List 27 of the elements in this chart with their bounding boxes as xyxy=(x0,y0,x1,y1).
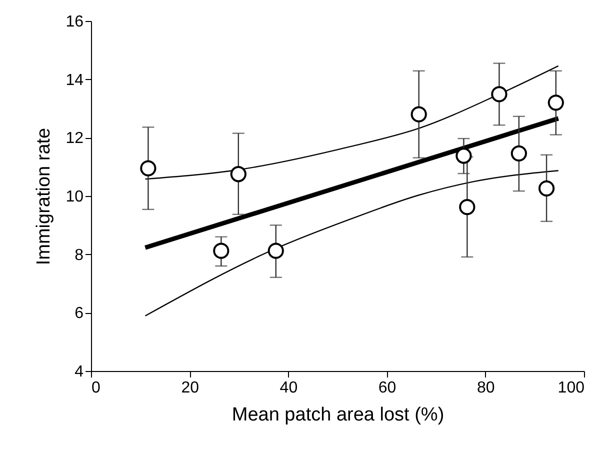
y-tick-label: 14 xyxy=(66,72,84,89)
y-axis-title: Immigration rate xyxy=(34,128,55,266)
x-axis-title: Mean patch area lost (%) xyxy=(232,404,444,426)
x-tick-label: 0 xyxy=(92,380,100,396)
point xyxy=(548,94,564,111)
point xyxy=(230,166,246,182)
point xyxy=(410,106,427,122)
point xyxy=(213,242,230,259)
y-tick-label: 16 xyxy=(66,14,84,30)
point xyxy=(459,199,476,216)
point xyxy=(491,86,508,102)
x-tick-label: 60 xyxy=(378,380,396,396)
point xyxy=(456,148,472,164)
point xyxy=(140,160,156,176)
y-tick-label: 10 xyxy=(66,188,84,206)
x-tick-label: 100 xyxy=(558,380,585,396)
y-tick-label: 6 xyxy=(74,305,84,322)
point xyxy=(268,242,284,259)
y-tick-label: 8 xyxy=(74,246,84,264)
y-tick-label: 4 xyxy=(74,364,84,380)
point xyxy=(510,145,527,162)
x-tick-label: 80 xyxy=(477,380,495,396)
y-tick-label: 12 xyxy=(66,130,84,148)
x-tick-label: 40 xyxy=(280,380,298,396)
line-series xyxy=(144,170,559,316)
x-tick-label: 20 xyxy=(181,380,200,396)
point xyxy=(538,180,555,196)
